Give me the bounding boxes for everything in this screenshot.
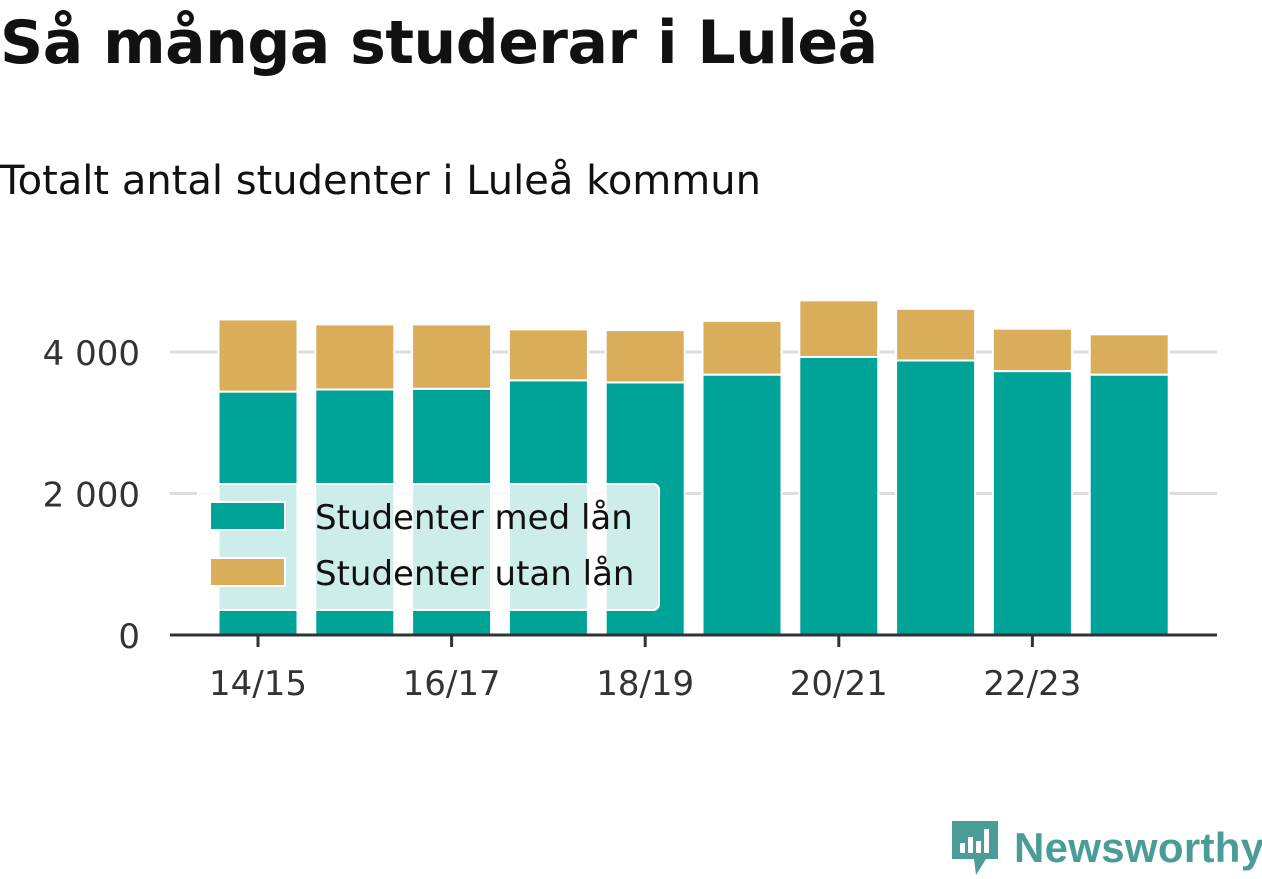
newsworthy-brand: Newsworthy — [950, 818, 1262, 878]
bar-segment — [1088, 333, 1170, 376]
legend-swatch — [209, 501, 286, 531]
bar-segment — [991, 370, 1073, 636]
newsworthy-logo-icon — [952, 821, 998, 875]
brand-name: Newsworthy — [1014, 824, 1262, 871]
bar-segment — [895, 307, 977, 362]
bar-segment — [217, 318, 299, 393]
y-tick-label: 4 000 — [43, 334, 140, 374]
legend-box — [197, 483, 660, 611]
chart-title: Så många studerar i Luleå — [0, 8, 878, 78]
chart-subtitle: Totalt antal studenter i Luleå kommun — [0, 158, 761, 204]
bar-segment — [991, 327, 1073, 373]
x-tick-label: 14/15 — [209, 664, 307, 704]
legend: Studenter med lån Studenter utan lån — [197, 483, 660, 611]
y-tick-label: 0 — [118, 617, 140, 657]
x-tick-label: 20/21 — [790, 664, 888, 704]
x-tick-label: 18/19 — [596, 664, 694, 704]
bar-segment — [798, 299, 880, 358]
x-tick-label: 16/17 — [403, 664, 501, 704]
legend-swatch — [209, 557, 286, 587]
bar-segment — [1088, 373, 1170, 636]
bar-segment — [701, 373, 783, 636]
bar-segment — [604, 329, 686, 384]
bar-segment — [895, 359, 977, 636]
bar-segment — [411, 323, 493, 390]
bar-segment — [314, 323, 396, 391]
legend-label: Studenter med lån — [315, 498, 633, 538]
y-tick-label: 2 000 — [43, 476, 140, 516]
bar-segment — [507, 328, 589, 382]
bar-segment — [798, 355, 880, 636]
bar-segment — [701, 319, 783, 376]
x-tick-label: 22/23 — [983, 664, 1081, 704]
legend-label: Studenter utan lån — [315, 554, 634, 594]
